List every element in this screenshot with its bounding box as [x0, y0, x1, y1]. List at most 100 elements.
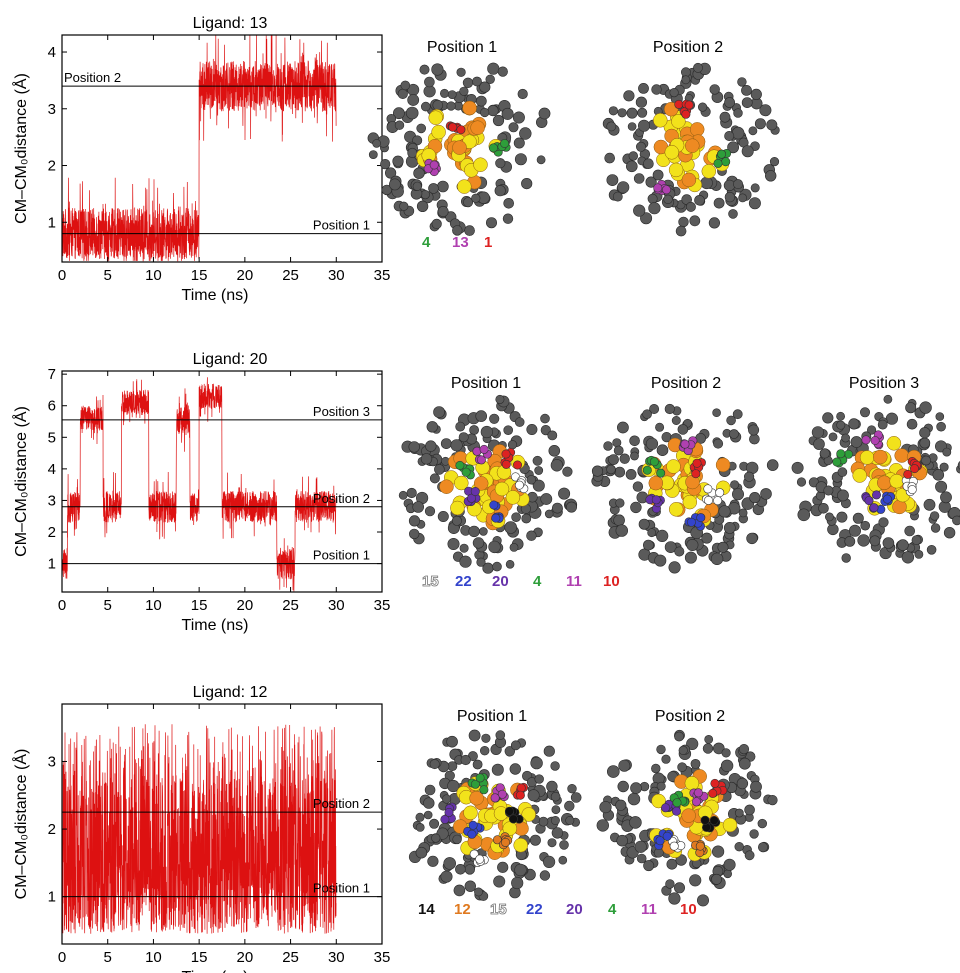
core-atom — [651, 793, 666, 809]
ligand-sphere — [866, 425, 877, 435]
ligand-sphere — [462, 77, 474, 89]
x-tick-label: 5 — [104, 267, 112, 284]
ligand-sphere — [733, 179, 744, 190]
state-title: Position 1 — [451, 375, 521, 392]
ligand-sphere — [443, 857, 457, 870]
ligand-sphere — [648, 202, 661, 215]
ligand-sphere — [720, 759, 734, 772]
ligand-sphere — [819, 448, 830, 459]
ligand-sphere — [655, 422, 665, 432]
ligand-sphere — [717, 541, 729, 553]
ligand-sphere — [452, 834, 462, 845]
ligand-sphere — [550, 459, 564, 472]
ligand-sphere — [612, 191, 623, 202]
ligand-sphere — [656, 529, 669, 543]
ligand-sphere — [633, 173, 645, 184]
ligand-sphere — [733, 108, 743, 118]
ligand-sphere — [503, 425, 514, 436]
ligand-sphere — [700, 176, 713, 190]
x-tick-label: 0 — [58, 949, 66, 966]
ligand-sphere — [911, 535, 922, 545]
ligand-sphere — [468, 525, 480, 538]
ligand-sphere — [388, 178, 401, 191]
ligand-sphere — [643, 539, 654, 551]
highlighted-ligand-atom — [470, 779, 480, 789]
highlighted-ligand-atom — [869, 503, 879, 513]
highlighted-ligand-atom — [696, 513, 706, 523]
ligand-sphere — [527, 789, 540, 802]
ligand-sphere — [738, 193, 747, 203]
reference-line-label: Position 2 — [313, 491, 370, 506]
legend-ligand-id: 20 — [492, 573, 509, 590]
ligand-sphere — [497, 66, 508, 77]
ligand-sphere — [413, 167, 425, 179]
ligand-sphere — [726, 415, 736, 426]
highlighted-ligand-atom — [661, 803, 671, 813]
ligand-sphere — [514, 417, 525, 427]
highlighted-ligand-atom — [490, 793, 500, 803]
highlighted-ligand-atom — [662, 831, 672, 841]
legend-ligand-id: 4 — [422, 234, 431, 251]
ligand-sphere — [748, 126, 758, 136]
ligand-sphere — [942, 447, 952, 457]
core-atom — [689, 122, 705, 137]
ligand-sphere — [412, 181, 422, 191]
ligand-sphere — [930, 523, 941, 533]
core-atom — [653, 113, 668, 128]
ligand-sphere — [485, 74, 495, 85]
ligand-sphere — [540, 493, 553, 505]
ligand-sphere — [618, 759, 631, 772]
ligand-sphere — [940, 491, 952, 504]
ligand-sphere — [424, 506, 436, 517]
highlighted-ligand-atom — [681, 109, 691, 119]
ligand-sphere — [398, 490, 408, 500]
ligand-sphere — [615, 524, 628, 537]
ligand-sphere — [661, 754, 671, 764]
ligand-sphere — [859, 407, 870, 418]
ligand-sphere — [479, 527, 488, 536]
ligand-sphere — [727, 141, 739, 154]
ligand-sphere — [748, 197, 761, 210]
ligand-sphere — [693, 62, 703, 73]
ligand-sphere — [627, 792, 641, 806]
highlighted-ligand-atom — [501, 459, 511, 469]
legend-ligand-id: 14 — [418, 901, 435, 918]
ligand-sphere — [731, 488, 744, 501]
ligand-sphere — [440, 870, 453, 883]
ligand-sphere — [921, 455, 931, 466]
ligand-sphere — [416, 200, 429, 213]
x-tick-label: 25 — [282, 597, 299, 614]
ligand-sphere — [901, 551, 915, 564]
highlighted-ligand-atom — [488, 143, 498, 153]
ligand-sphere — [526, 530, 537, 541]
ligand-sphere — [464, 880, 476, 892]
ligand-sphere — [464, 225, 475, 236]
ligand-sphere — [558, 855, 568, 865]
ligand-sphere — [368, 150, 378, 159]
highlighted-ligand-atom — [655, 836, 665, 846]
core-atom — [648, 475, 664, 491]
reference-line-label: Position 1 — [313, 881, 370, 896]
ligand-sphere — [617, 780, 629, 793]
highlighted-ligand-atom — [475, 854, 485, 864]
ligand-sphere — [724, 97, 735, 108]
ligand-sphere — [750, 88, 762, 100]
highlighted-ligand-atom — [467, 829, 477, 839]
ligand-sphere — [476, 557, 486, 567]
ligand-sphere — [836, 511, 848, 523]
ligand-sphere — [919, 427, 931, 439]
y-tick-label: 4 — [48, 461, 56, 478]
ligand-sphere — [836, 411, 845, 421]
core-atom — [859, 450, 875, 465]
ligand-sphere — [926, 544, 937, 555]
ligand-sphere — [509, 543, 519, 552]
ligand-sphere — [674, 731, 684, 742]
legend-ligand-id: 11 — [641, 901, 657, 918]
ligand-sphere — [464, 864, 475, 875]
ligand-sphere — [495, 158, 506, 169]
ligand-sphere — [423, 797, 435, 809]
ligand-sphere — [392, 107, 405, 120]
ligand-sphere — [372, 139, 381, 148]
highlighted-ligand-atom — [476, 455, 486, 465]
ligand-sphere — [479, 81, 491, 93]
